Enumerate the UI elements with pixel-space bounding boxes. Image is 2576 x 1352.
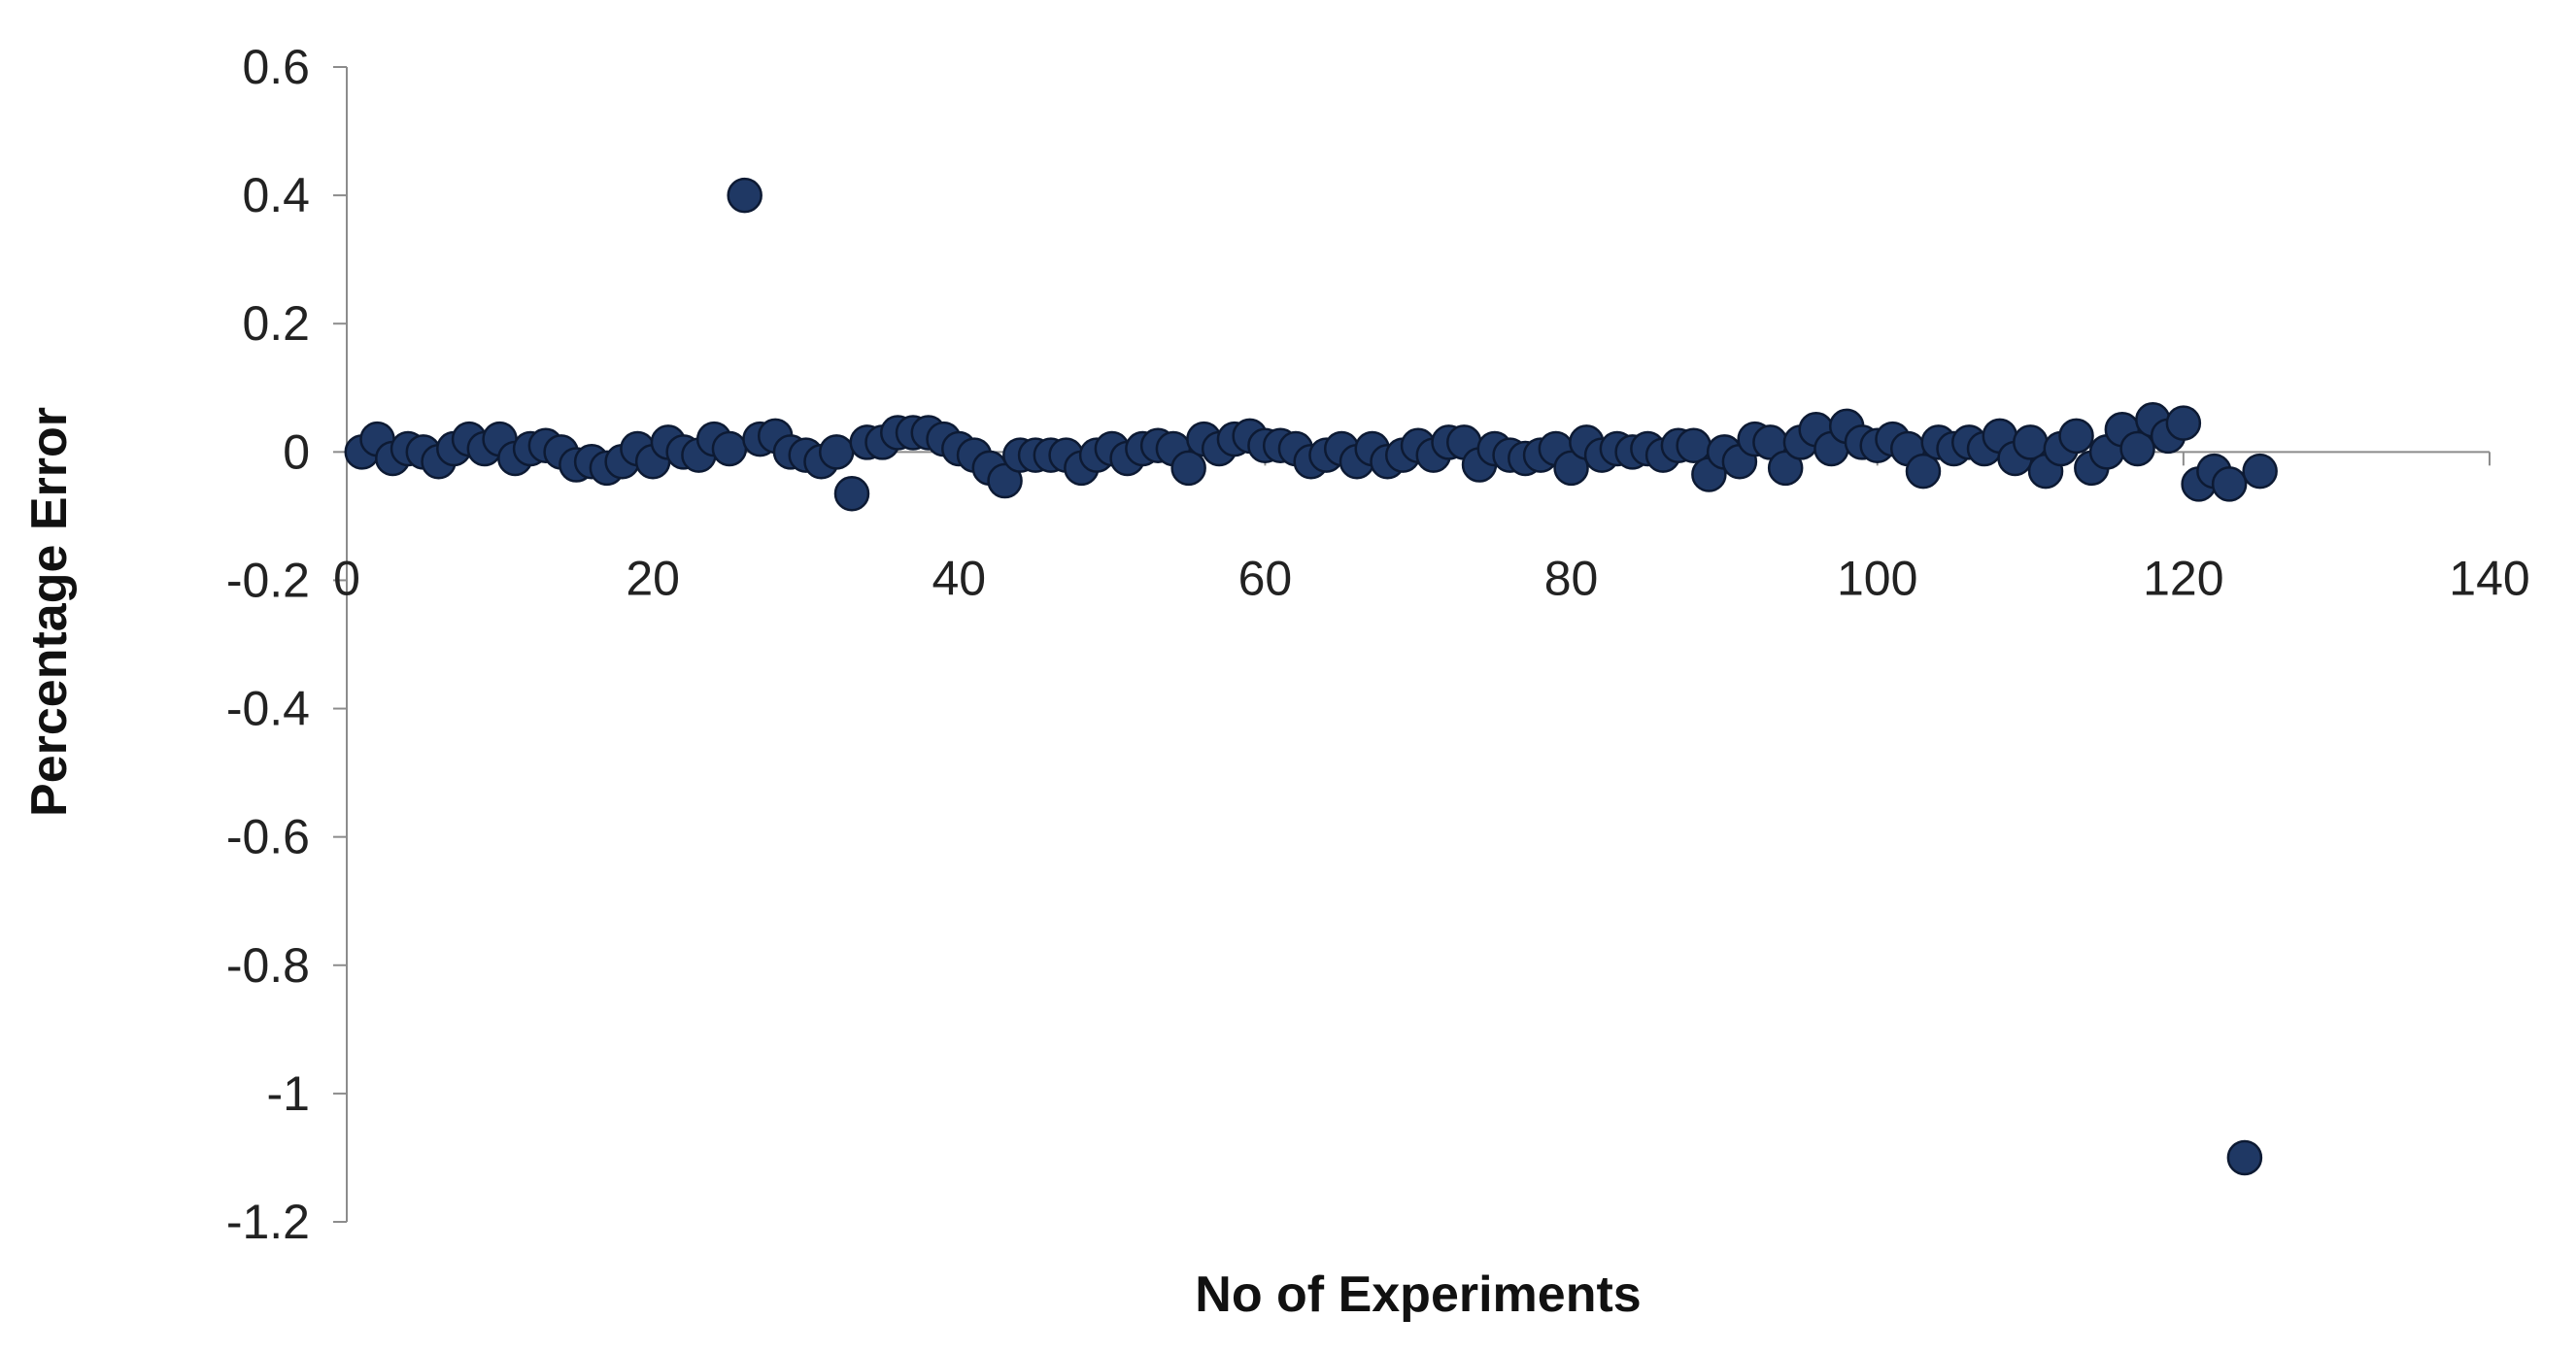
x-tick-label: 140 <box>2449 551 2529 605</box>
x-tick-label: 20 <box>626 551 680 605</box>
y-tick-label: 0.2 <box>242 296 310 351</box>
y-tick-label: 0 <box>283 424 310 479</box>
data-point <box>2165 405 2202 441</box>
data-point <box>727 177 763 214</box>
y-tick-label: -1.2 <box>226 1195 310 1249</box>
data-point <box>833 476 870 512</box>
data-point <box>2242 453 2278 490</box>
data-point <box>711 430 748 467</box>
x-tick-label: 80 <box>1544 551 1599 605</box>
y-tick-label: 0.4 <box>242 168 310 222</box>
y-tick-label: -0.2 <box>226 553 310 607</box>
y-axis-title: Percentage Error <box>21 407 78 817</box>
data-point <box>1170 450 1206 487</box>
y-tick-label: -0.8 <box>226 938 310 993</box>
y-tick-label: 0.6 <box>242 40 310 94</box>
data-point <box>1905 453 1942 490</box>
x-tick-label: 100 <box>1837 551 1917 605</box>
data-point <box>2119 430 2155 467</box>
data-point <box>1767 450 1804 487</box>
x-tick-label: 60 <box>1238 551 1293 605</box>
data-point <box>2226 1139 2263 1176</box>
x-tick-label: 120 <box>2143 551 2223 605</box>
y-tick-label: -0.6 <box>226 810 310 864</box>
data-point <box>1553 450 1589 487</box>
y-axis: 0.6 0.4 0.2 0 -0.2 -0.4 -0.6 -0.8 -1 -1.2 <box>226 40 348 1249</box>
y-tick-label: -0.4 <box>226 682 310 736</box>
y-tick-label: -1 <box>267 1066 310 1121</box>
data-points <box>344 177 2278 1176</box>
x-tick-label: 0 <box>333 551 360 605</box>
x-tick-label: 40 <box>932 551 986 605</box>
data-point <box>987 462 1023 499</box>
x-axis-title: No of Experiments <box>1195 1267 1641 1323</box>
data-point <box>818 434 855 470</box>
data-point <box>2211 466 2248 502</box>
data-point <box>2058 418 2094 455</box>
